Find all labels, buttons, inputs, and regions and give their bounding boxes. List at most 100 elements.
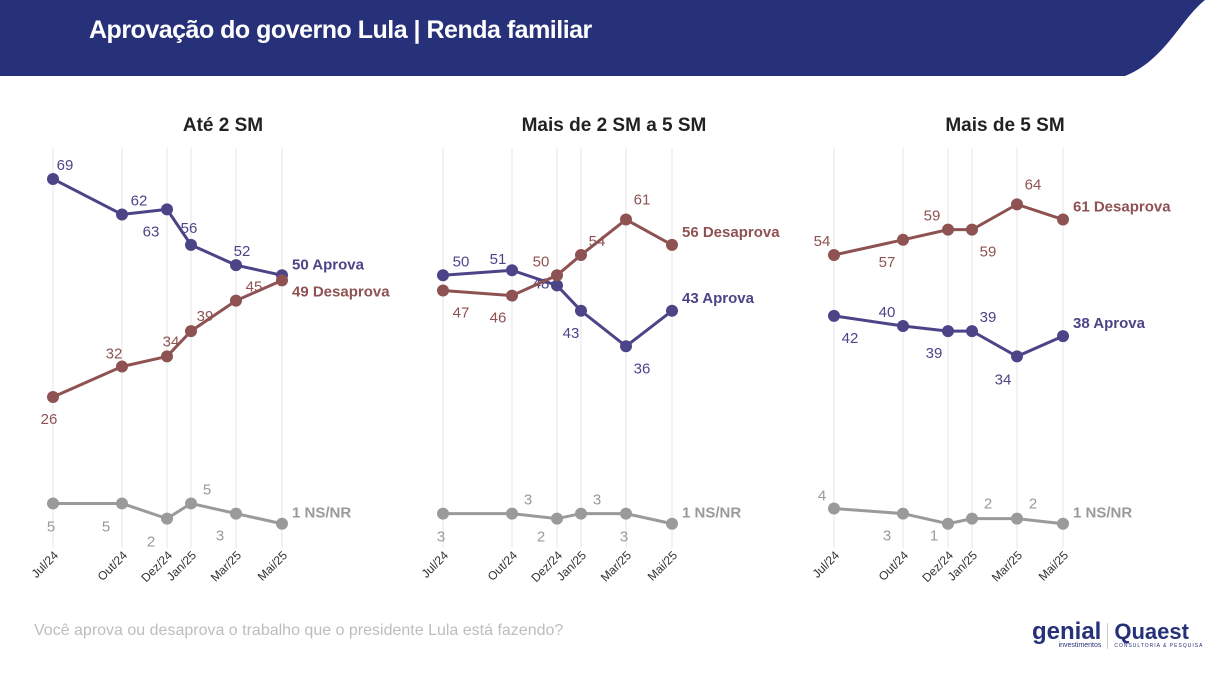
data-label: 63 xyxy=(143,223,160,240)
data-point xyxy=(897,233,909,246)
data-point xyxy=(230,507,242,520)
series-end-label: 1 NS/NR xyxy=(292,505,351,522)
data-point xyxy=(1057,517,1069,530)
data-point xyxy=(966,325,978,338)
data-label: 59 xyxy=(980,244,997,261)
data-point xyxy=(1057,213,1069,226)
series-line-desaprova xyxy=(833,202,1064,257)
data-point xyxy=(185,238,197,251)
data-point xyxy=(185,497,197,510)
data-point xyxy=(161,350,173,363)
data-point xyxy=(575,507,587,520)
data-label: 45 xyxy=(246,279,263,296)
data-point xyxy=(942,517,954,530)
x-tick-label: Mar/25 xyxy=(208,548,245,585)
data-point xyxy=(116,360,128,373)
x-tick-label: Out/24 xyxy=(95,548,131,584)
data-point xyxy=(897,507,909,520)
panel-title: Até 2 SM xyxy=(183,115,263,136)
x-tick-label: Mai/25 xyxy=(645,548,681,584)
data-label: 3 xyxy=(593,492,601,509)
data-label: 54 xyxy=(589,233,606,250)
x-tick-label: Mar/25 xyxy=(989,548,1026,585)
data-point xyxy=(161,512,173,525)
data-point xyxy=(620,213,632,226)
data-point xyxy=(437,284,449,297)
data-point xyxy=(942,223,954,236)
series-end-label: 56 Desaprova xyxy=(682,224,780,241)
data-point xyxy=(620,340,632,353)
data-label: 3 xyxy=(216,528,224,545)
data-label: 62 xyxy=(131,192,148,209)
data-point xyxy=(276,274,288,287)
data-point xyxy=(666,304,678,317)
series-line-aprova xyxy=(52,177,283,277)
data-label: 34 xyxy=(163,333,180,350)
data-point xyxy=(437,507,449,520)
data-point xyxy=(551,279,563,292)
series-line-aprova xyxy=(833,314,1064,359)
quaest-logo: Quaest CONSULTORIA & PESQUISA xyxy=(1114,619,1204,650)
survey-question: Você aprova ou desaprova o trabalho que … xyxy=(34,622,564,639)
data-label: 51 xyxy=(490,251,507,268)
data-point xyxy=(230,259,242,272)
data-label: 3 xyxy=(437,529,445,546)
data-label: 32 xyxy=(106,346,123,363)
series-line-nsnr xyxy=(443,512,673,526)
data-point xyxy=(1011,512,1023,525)
data-label: 61 xyxy=(634,192,651,209)
data-point xyxy=(551,512,563,525)
series-end-label: 1 NS/NR xyxy=(1073,505,1132,522)
data-label: 50 xyxy=(453,253,470,270)
data-label: 4 xyxy=(818,488,826,505)
data-point xyxy=(897,320,909,332)
series-line-aprova xyxy=(442,268,673,349)
data-point xyxy=(47,497,59,510)
x-tick-label: Jul/24 xyxy=(419,548,452,581)
data-point xyxy=(506,264,518,277)
x-tick-label: Jul/24 xyxy=(29,548,62,581)
data-label: 2 xyxy=(537,529,545,546)
panel-title: Mais de 2 SM a 5 SM xyxy=(522,115,707,136)
data-point xyxy=(575,249,587,262)
data-label: 39 xyxy=(197,308,214,325)
data-label: 57 xyxy=(879,254,896,271)
data-point xyxy=(116,497,128,510)
series-line-desaprova xyxy=(442,217,673,298)
data-point xyxy=(116,208,128,221)
data-label: 34 xyxy=(995,371,1012,388)
data-point xyxy=(942,325,954,338)
series-line-desaprova xyxy=(52,278,283,399)
data-label: 5 xyxy=(47,518,55,535)
data-label: 40 xyxy=(879,304,896,321)
series-end-label: 50 Aprova xyxy=(292,256,365,273)
data-label: 1 xyxy=(930,528,938,545)
data-point xyxy=(828,309,840,322)
data-label: 26 xyxy=(41,411,58,428)
data-point xyxy=(161,203,173,216)
series-end-label: 1 NS/NR xyxy=(682,505,741,522)
data-label: 2 xyxy=(1029,496,1037,513)
data-point xyxy=(551,269,563,282)
series-line-nsnr xyxy=(53,501,283,526)
data-point xyxy=(47,390,59,403)
series-end-label: 49 Desaprova xyxy=(292,283,390,300)
data-point xyxy=(620,507,632,520)
page-title: Aprovação do governo Lula | Renda famili… xyxy=(89,16,592,44)
data-label: 52 xyxy=(234,243,251,260)
series-end-label: 38 Aprova xyxy=(1073,315,1146,332)
data-label: 54 xyxy=(814,233,831,250)
data-label: 3 xyxy=(883,528,891,545)
logo-divider xyxy=(1107,623,1109,649)
data-point xyxy=(1011,198,1023,211)
data-point xyxy=(437,269,449,282)
series-end-label: 61 Desaprova xyxy=(1073,199,1171,216)
data-label: 69 xyxy=(57,157,74,174)
data-point xyxy=(575,304,587,317)
data-point xyxy=(828,249,840,262)
data-label: 39 xyxy=(926,345,943,362)
data-label: 42 xyxy=(842,330,859,347)
data-point xyxy=(47,172,59,185)
data-label: 5 xyxy=(203,481,211,498)
